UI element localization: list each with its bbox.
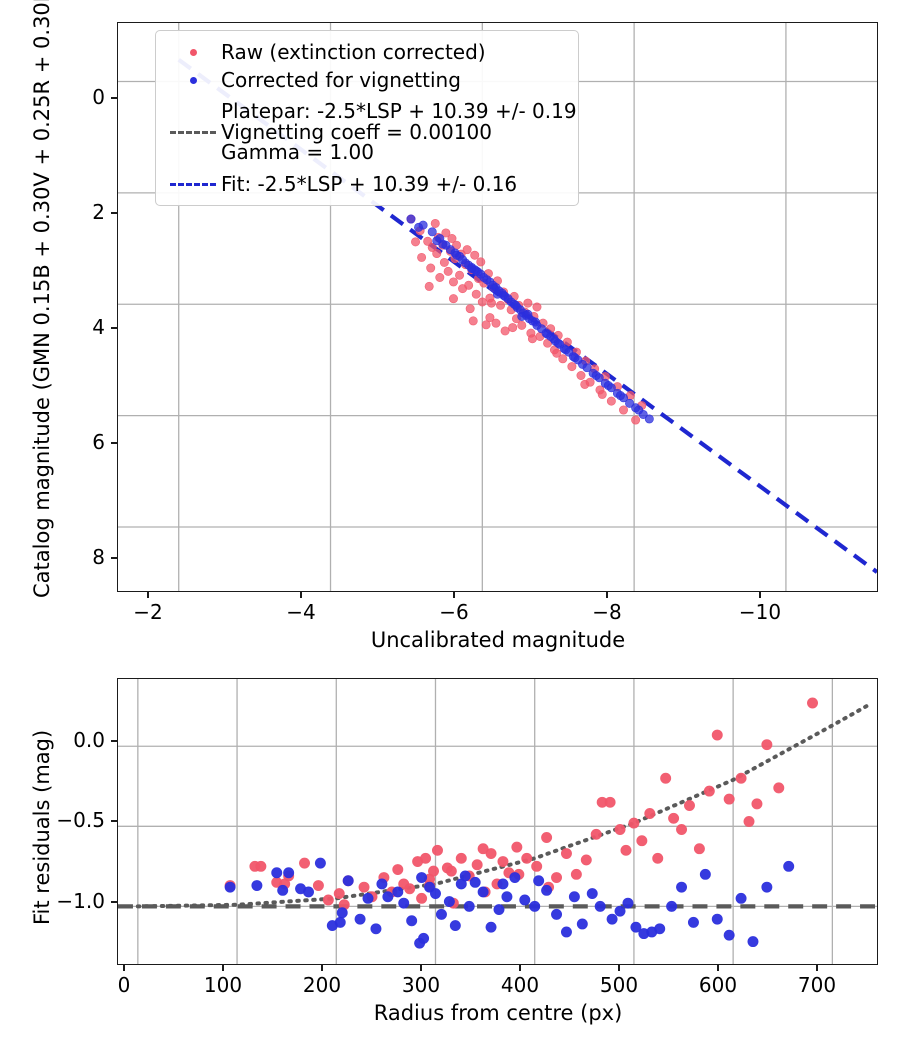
- xtick-label: 100: [203, 973, 243, 997]
- xtick-mark: [321, 965, 323, 971]
- top-plot-xlabel: Uncalibrated magnitude: [370, 628, 626, 652]
- legend-key-fit: [165, 170, 221, 198]
- bottom-plot-xlabel: Radius from centre (px): [373, 1001, 623, 1025]
- ytick-label: 6: [92, 430, 105, 454]
- ytick-label: −1.0: [56, 889, 105, 913]
- legend-label-gamma: Gamma = 1.00: [221, 140, 374, 165]
- xtick-mark: [816, 965, 818, 971]
- xtick-mark: [222, 965, 224, 971]
- legend-row-platepar: Platepar: -2.5*LSP + 10.39 +/- 0.19 Vign…: [165, 94, 577, 170]
- plot-legend: Raw (extinction corrected) Corrected for…: [155, 30, 579, 206]
- xtick-label: −10: [738, 600, 782, 624]
- ytick-mark: [111, 442, 117, 444]
- legend-row-fit: Fit: -2.5*LSP + 10.39 +/- 0.16: [165, 170, 568, 198]
- legend-key-raw: [165, 38, 221, 66]
- scatter-dot-blue-icon: [189, 76, 197, 84]
- fit-residuals-canvas: [118, 679, 877, 964]
- ytick-mark: [111, 97, 117, 99]
- xtick-label: 300: [401, 973, 441, 997]
- xtick-label: 200: [302, 973, 342, 997]
- ytick-mark: [111, 901, 117, 903]
- xtick-mark: [300, 592, 302, 598]
- xtick-mark: [123, 965, 125, 971]
- ytick-label: 0: [92, 85, 105, 109]
- dashed-blue-line-icon: [170, 182, 216, 186]
- xtick-mark: [717, 965, 719, 971]
- legend-label-corrected: Corrected for vignetting: [221, 68, 461, 92]
- xtick-mark: [519, 965, 521, 971]
- xtick-mark: [453, 592, 455, 598]
- dashed-gray-line-icon: [170, 130, 216, 134]
- xtick-mark: [759, 592, 761, 598]
- legend-label-platepar: Platepar: -2.5*LSP + 10.39 +/- 0.19: [221, 99, 577, 124]
- ytick-label: 2: [92, 200, 105, 224]
- legend-label-platepar-stack: Platepar: -2.5*LSP + 10.39 +/- 0.19 Vign…: [221, 99, 577, 165]
- ytick-label: 8: [92, 545, 105, 569]
- ytick-mark: [111, 212, 117, 214]
- legend-label-vignetting-coeff: Vignetting coeff = 0.00100: [221, 119, 492, 144]
- xtick-mark: [606, 592, 608, 598]
- fit-residuals-plot: [117, 678, 878, 965]
- xtick-label: 500: [599, 973, 639, 997]
- top-plot-ylabel: Catalog magnitude (GMN 0.15B + 0.30V + 0…: [30, 0, 54, 598]
- xtick-label: 0: [117, 973, 131, 997]
- legend-key-corrected: [165, 66, 221, 94]
- ytick-label: 0.0: [73, 728, 105, 752]
- xtick-mark: [147, 592, 149, 598]
- xtick-label: −2: [133, 600, 163, 624]
- ytick-label: −0.5: [56, 808, 105, 832]
- legend-label-raw: Raw (extinction corrected): [221, 40, 486, 64]
- legend-row-raw: Raw (extinction corrected): [165, 38, 568, 66]
- scatter-dot-red-icon: [189, 48, 197, 56]
- legend-label-fit: Fit: -2.5*LSP + 10.39 +/- 0.16: [221, 172, 518, 196]
- ytick-label: 4: [92, 315, 105, 339]
- ytick-mark: [111, 327, 117, 329]
- legend-row-corrected: Corrected for vignetting: [165, 66, 568, 94]
- xtick-label: 400: [500, 973, 540, 997]
- bottom-plot-ylabel: Fit residuals (mag): [30, 729, 54, 925]
- ytick-mark: [111, 820, 117, 822]
- xtick-mark: [618, 965, 620, 971]
- legend-key-platepar: [165, 94, 221, 170]
- xtick-label: 700: [797, 973, 837, 997]
- xtick-label: −6: [439, 600, 469, 624]
- xtick-label: −8: [592, 600, 622, 624]
- xtick-label: −4: [286, 600, 316, 624]
- ytick-mark: [111, 740, 117, 742]
- xtick-label: 600: [698, 973, 738, 997]
- xtick-mark: [420, 965, 422, 971]
- ytick-mark: [111, 557, 117, 559]
